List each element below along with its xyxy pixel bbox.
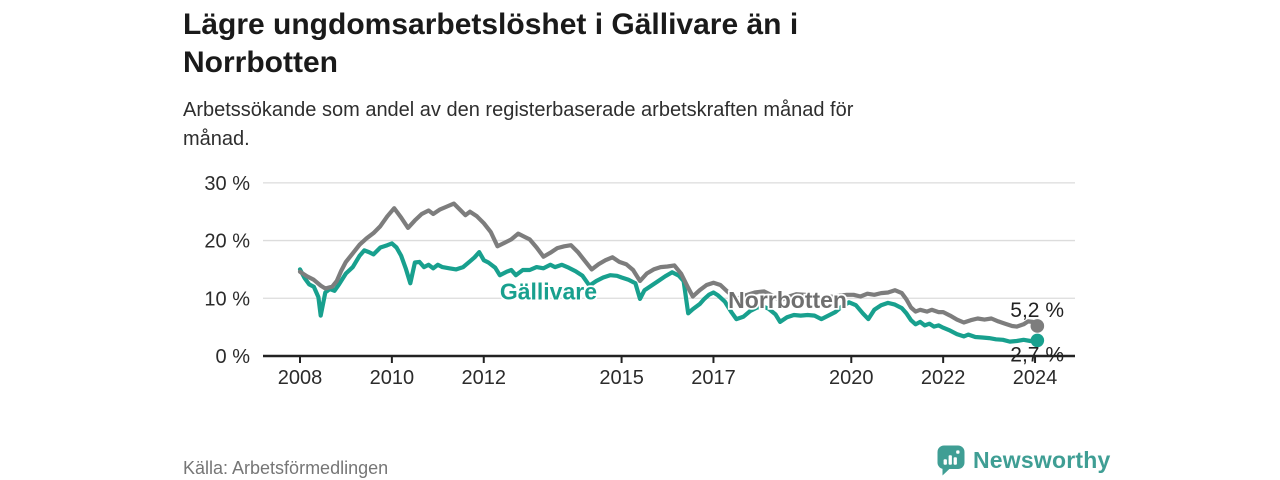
y-axis-label-20: 20 % xyxy=(204,231,250,253)
page-title: Lägre ungdomsarbetslöshet i Gällivare än… xyxy=(183,8,799,79)
x-axis-label-2008: 2008 xyxy=(278,367,323,389)
y-axis-label-30: 30 % xyxy=(204,173,250,195)
series-line-norrbotten xyxy=(297,201,1040,329)
end-value-label-gllivare: 2,7 % xyxy=(1010,343,1064,366)
x-axis-label-2017: 2017 xyxy=(691,367,736,389)
series-label-norrbotten: Norrbotten xyxy=(728,287,847,313)
newsworthy-brand-text: Newsworthy xyxy=(973,447,1111,473)
x-axis-label-2010: 2010 xyxy=(370,367,415,389)
x-axis-label-2015: 2015 xyxy=(599,367,644,389)
y-axis-label-0: 0 % xyxy=(216,346,251,368)
y-axis-label-10: 10 % xyxy=(204,288,250,310)
chart-subtitle: Arbetssökande som andel av den registerb… xyxy=(183,99,854,150)
x-axis-label-2022: 2022 xyxy=(921,367,966,389)
series-line-gllivare xyxy=(297,241,1040,344)
source-note: Källa: Arbetsförmedlingen xyxy=(183,458,389,478)
x-axis-label-2020: 2020 xyxy=(829,367,874,389)
end-value-label-norrbotten: 5,2 % xyxy=(1010,299,1064,322)
x-axis-label-2024: 2024 xyxy=(1013,367,1058,389)
series-end-dot-gllivare xyxy=(1030,333,1045,348)
series-label-gllivare: Gällivare xyxy=(500,278,597,304)
newsworthy-logo[interactable]: Newsworthy xyxy=(936,444,1110,477)
bar-chart-bubble-icon xyxy=(936,444,966,477)
x-axis-label-2012: 2012 xyxy=(462,367,507,389)
series-end-dot-norrbotten xyxy=(1030,319,1045,333)
